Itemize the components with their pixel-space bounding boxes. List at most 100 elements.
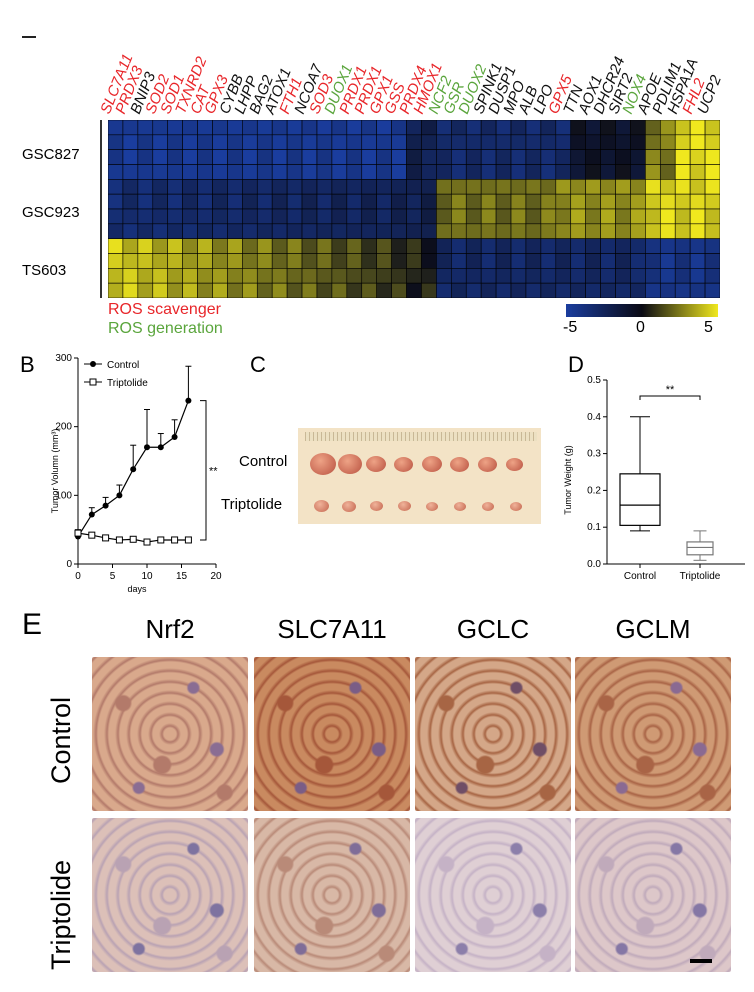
b-y-tick-label: 300 xyxy=(55,353,72,364)
heatmap-cell xyxy=(555,120,572,136)
heatmap-cell xyxy=(197,164,213,180)
heatmap-cell xyxy=(197,253,213,269)
heatmap-cell xyxy=(436,193,452,210)
heatmap-cell xyxy=(346,238,363,254)
tumor-triptolide xyxy=(370,501,383,511)
heatmap-cell xyxy=(465,208,482,225)
heatmap-row-label: GSC923 xyxy=(22,204,80,221)
d-y-tick-label: 0.2 xyxy=(587,485,601,496)
heatmap-cell xyxy=(316,179,333,195)
heatmap-cell xyxy=(346,164,363,180)
tumor-control xyxy=(366,456,386,472)
heatmap-cell xyxy=(645,149,661,165)
heatmap-cell xyxy=(316,193,333,210)
heatmap-cell xyxy=(376,134,392,150)
heatmap-cell xyxy=(122,179,139,195)
heatmap-cell xyxy=(286,268,303,284)
heatmap-cell xyxy=(465,120,482,136)
heatmap-cell xyxy=(331,179,348,195)
heatmap-cell xyxy=(361,238,377,254)
b-x-tick-label: 20 xyxy=(210,571,222,582)
heatmap-cell xyxy=(167,149,183,165)
heatmap-cell xyxy=(659,238,676,254)
heatmap-cell xyxy=(704,208,720,225)
heatmap-cell xyxy=(689,193,706,210)
heatmap-cell xyxy=(525,268,542,284)
heatmap-cell xyxy=(570,238,586,254)
heatmap-cell xyxy=(465,223,482,239)
heatmap-cell xyxy=(451,164,467,180)
heatmap-cell xyxy=(242,223,258,239)
heatmap-cell xyxy=(570,223,586,239)
heatmap-cell xyxy=(227,208,243,225)
d-x-tick-label: Control xyxy=(624,571,656,582)
heatmap-cell xyxy=(271,179,288,195)
heatmap-cell xyxy=(645,134,661,150)
heatmap-cell xyxy=(630,134,646,150)
heatmap-cell xyxy=(630,179,646,195)
heatmap-cell xyxy=(510,193,527,210)
heatmap-cell xyxy=(227,282,243,298)
heatmap-cell xyxy=(510,149,527,165)
heatmap-cell xyxy=(122,149,139,165)
heatmap-cell xyxy=(630,253,646,269)
heatmap-cell xyxy=(137,268,154,284)
b-y-tick-label: 0 xyxy=(66,559,72,570)
heatmap-cell xyxy=(451,282,467,298)
heatmap-cell xyxy=(256,268,273,284)
panel-b-letter: B xyxy=(20,352,35,377)
heatmap-cell xyxy=(256,193,273,210)
heatmap-cell xyxy=(137,208,154,225)
heatmap-cell xyxy=(167,193,183,210)
heatmap-cell xyxy=(271,253,288,269)
heatmap-cell xyxy=(391,193,407,210)
tumor-triptolide xyxy=(398,501,411,511)
heatmap-cell xyxy=(689,149,706,165)
heatmap-cell xyxy=(645,164,661,180)
heatmap-cell xyxy=(227,134,243,150)
heatmap-cell xyxy=(376,193,392,210)
heatmap-cell xyxy=(600,134,616,150)
heatmap-cell xyxy=(421,134,437,150)
b-x-tick-label: 15 xyxy=(176,571,188,582)
heatmap-cell xyxy=(197,282,213,298)
heatmap-cell xyxy=(331,120,348,136)
heatmap-cell xyxy=(108,253,124,269)
heatmap-cell xyxy=(659,268,676,284)
heatmap-cell xyxy=(182,149,198,165)
heatmap-cell xyxy=(271,238,288,254)
d-sig-label: ** xyxy=(666,384,675,396)
heatmap-cell xyxy=(256,179,273,195)
heatmap-cell xyxy=(361,134,377,150)
heatmap-cell xyxy=(271,208,288,225)
heatmap-cell xyxy=(585,193,601,210)
heatmap-cell xyxy=(436,149,452,165)
heatmap-cell xyxy=(137,253,154,269)
heatmap-cell xyxy=(331,164,348,180)
heatmap-cell xyxy=(361,179,377,195)
heatmap-cell xyxy=(391,134,407,150)
heatmap-cell xyxy=(600,120,616,136)
heatmap-cell xyxy=(361,120,377,136)
heatmap-cell xyxy=(376,253,392,269)
heatmap-cell xyxy=(286,193,303,210)
heatmap-cell xyxy=(659,134,676,150)
heatmap-cell xyxy=(152,179,169,195)
heatmap-cell xyxy=(436,223,452,239)
heatmap-cell xyxy=(361,164,377,180)
heatmap-cell xyxy=(615,238,631,254)
heatmap-cell xyxy=(689,282,706,298)
heatmap-cell xyxy=(704,193,720,210)
heatmap-cell xyxy=(540,223,557,239)
heatmap-cell xyxy=(361,268,377,284)
heatmap-cell xyxy=(495,149,512,165)
heatmap-cell xyxy=(242,179,258,195)
heatmap-cell xyxy=(510,253,527,269)
heatmap-cell xyxy=(152,253,169,269)
heatmap-cell xyxy=(406,253,422,269)
legend-ros-scavenger: ROS scavenger xyxy=(108,301,221,318)
heatmap-cell xyxy=(331,134,348,150)
heatmap-cell xyxy=(451,208,467,225)
b-point xyxy=(115,536,123,544)
heatmap-cell xyxy=(689,268,706,284)
